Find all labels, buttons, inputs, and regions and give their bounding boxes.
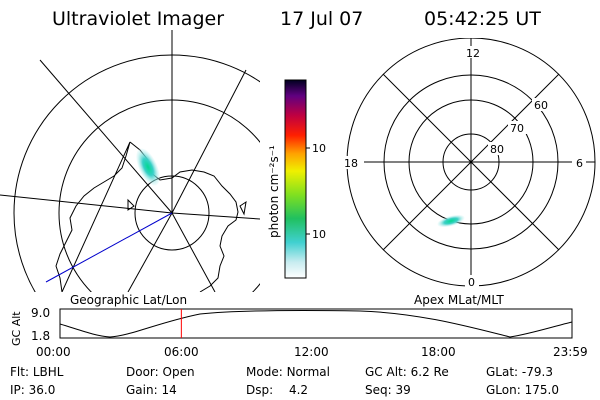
altitude-curve bbox=[59, 309, 573, 338]
colorbar-tick-100: 100 bbox=[312, 142, 326, 155]
polar-plot: 12 18 6 0 60 70 80 bbox=[342, 38, 596, 289]
info-gc-alt: GC Alt: 6.2 Re bbox=[365, 365, 449, 379]
mlt-label-18: 18 bbox=[344, 157, 358, 170]
info-door: Door: Open bbox=[126, 365, 195, 379]
mlt-diagonal bbox=[382, 73, 560, 251]
geographic-map bbox=[0, 30, 260, 292]
colorbar-unit-label: photon cm⁻²s⁻¹ bbox=[267, 145, 281, 238]
lat-circle-outer bbox=[13, 54, 260, 292]
aurora-emission-polar bbox=[437, 214, 465, 228]
time-tick: 12:00 bbox=[294, 345, 329, 359]
mlt-label-6: 6 bbox=[576, 157, 583, 170]
time-label: 05:42:25 UT bbox=[424, 8, 541, 30]
mlt-label-0: 0 bbox=[468, 276, 475, 289]
instrument-title: Ultraviolet Imager bbox=[52, 8, 225, 30]
satellite-track bbox=[45, 212, 173, 283]
time-tick: 00:00 bbox=[36, 345, 71, 359]
altitude-tick-min: 1.8 bbox=[31, 329, 50, 343]
info-dsp: Dsp: 4.2 bbox=[246, 383, 309, 397]
time-tick: 06:00 bbox=[164, 345, 199, 359]
meridian bbox=[39, 59, 173, 214]
mlat-label-60: 60 bbox=[534, 99, 548, 112]
info-glat: GLat: -79.3 bbox=[486, 365, 553, 379]
mlat-label-70: 70 bbox=[510, 122, 524, 135]
mlat-label-80: 80 bbox=[490, 143, 504, 156]
time-tick: 18:00 bbox=[421, 345, 456, 359]
colorbar-tick-10: 10 bbox=[312, 228, 326, 241]
info-flt: Flt: LBHL bbox=[10, 365, 64, 379]
continent-outline bbox=[55, 141, 247, 292]
time-tick: 23:59 bbox=[553, 345, 588, 359]
altitude-axis-label: GC Alt bbox=[10, 311, 23, 346]
meridian bbox=[171, 212, 260, 220]
altitude-plot: GC Alt 9.0 1.8 00:00 06:00 12:00 18:00 2… bbox=[10, 306, 588, 359]
aurora-emission bbox=[136, 148, 160, 186]
info-glon: GLon: 175.0 bbox=[486, 383, 559, 397]
meridian bbox=[171, 212, 216, 292]
meridian bbox=[171, 69, 247, 214]
date-label: 17 Jul 07 bbox=[280, 8, 364, 30]
altitude-tick-max: 9.0 bbox=[31, 306, 50, 320]
info-seq: Seq: 39 bbox=[365, 383, 411, 397]
meridian bbox=[127, 212, 173, 292]
lat-circle-mid bbox=[58, 99, 260, 292]
geographic-map-label: Geographic Lat/Lon bbox=[70, 293, 188, 307]
mlt-label-12: 12 bbox=[466, 47, 480, 60]
info-gain: Gain: 14 bbox=[126, 383, 177, 397]
colorbar: 100 10 photon cm⁻²s⁻¹ bbox=[267, 79, 326, 279]
polar-plot-label: Apex MLat/MLT bbox=[414, 293, 504, 307]
altitude-plot-frame bbox=[59, 308, 573, 339]
info-mode: Mode: Normal bbox=[246, 365, 330, 379]
info-ip: IP: 36.0 bbox=[10, 383, 56, 397]
meridian bbox=[0, 194, 173, 214]
